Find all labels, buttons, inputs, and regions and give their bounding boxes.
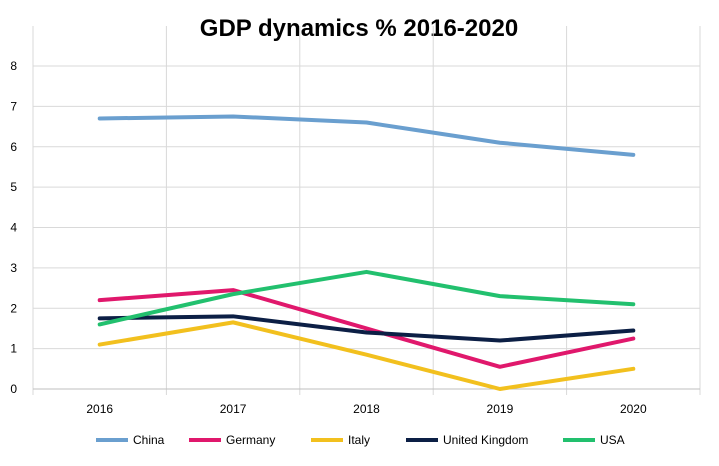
y-tick-label: 1 bbox=[10, 342, 17, 356]
series-line-germany bbox=[97, 288, 636, 369]
x-tick-label: 2016 bbox=[86, 402, 113, 416]
x-tick-label: 2020 bbox=[620, 402, 647, 416]
y-tick-label: 7 bbox=[10, 99, 17, 113]
y-tick-label: 3 bbox=[10, 261, 17, 275]
x-tick-label: 2019 bbox=[487, 402, 514, 416]
legend-label: United Kingdom bbox=[443, 433, 528, 447]
x-tick-label: 2017 bbox=[220, 402, 247, 416]
legend-label: Germany bbox=[226, 433, 275, 447]
legend-label: China bbox=[133, 433, 165, 447]
series-lines bbox=[97, 114, 636, 391]
y-tick-label: 6 bbox=[10, 140, 17, 154]
legend-label: USA bbox=[600, 433, 625, 447]
legend-label: Italy bbox=[348, 433, 370, 447]
series-line-italy bbox=[97, 320, 636, 391]
series-line-usa bbox=[97, 269, 636, 327]
series-line-united-kingdom bbox=[97, 314, 636, 343]
y-tick-label: 2 bbox=[10, 301, 17, 315]
y-tick-label: 4 bbox=[10, 221, 17, 235]
x-tick-label: 2018 bbox=[353, 402, 380, 416]
y-tick-label: 0 bbox=[10, 382, 17, 396]
y-tick-label: 5 bbox=[10, 180, 17, 194]
axes: 0 1 2 3 4 5 6 7 8 2016 2017 2018 2019 2020 bbox=[10, 59, 700, 416]
legend: China Germany Italy United Kingdom USA bbox=[96, 433, 625, 447]
y-tick-label: 8 bbox=[10, 59, 17, 73]
chart-title: GDP dynamics % 2016-2020 bbox=[200, 15, 518, 42]
series-line-china bbox=[97, 114, 636, 157]
